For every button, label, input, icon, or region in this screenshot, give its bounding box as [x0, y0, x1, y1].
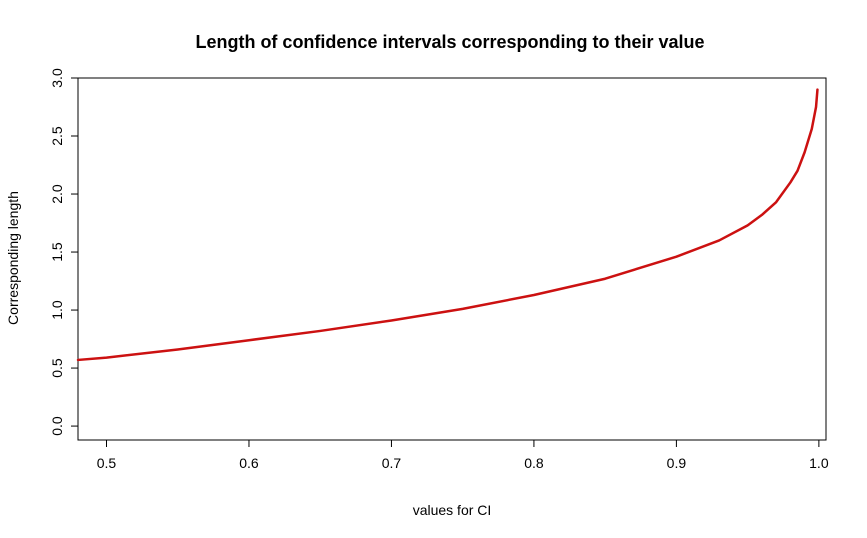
chart-title: Length of confidence intervals correspon…	[195, 32, 704, 52]
x-tick-label: 0.9	[667, 455, 687, 471]
x-axis: 0.5 0.6 0.7 0.8 0.9 1.0	[97, 439, 829, 471]
y-tick-label: 2.5	[49, 126, 65, 146]
y-tick-label: 0.5	[49, 358, 65, 378]
series-line	[76, 88, 819, 362]
plot-frame	[77, 77, 827, 441]
y-axis-label: Corresponding length	[5, 191, 21, 325]
x-tick-label: 1.0	[809, 455, 829, 471]
y-tick-label: 3.0	[49, 68, 65, 88]
x-tick-label: 0.7	[382, 455, 402, 471]
x-tick-label: 0.8	[524, 455, 544, 471]
x-axis-label: values for CI	[413, 502, 492, 518]
x-tick-label: 0.6	[239, 455, 259, 471]
y-axis: 0.0 0.5 1.0 1.5 2.0 2.5 3.0	[49, 68, 79, 436]
x-tick-label: 0.5	[97, 455, 117, 471]
y-tick-label: 0.0	[49, 416, 65, 436]
y-tick-label: 2.0	[49, 184, 65, 204]
y-tick-label: 1.5	[49, 242, 65, 262]
y-tick-label: 1.0	[49, 300, 65, 320]
series-layer	[76, 88, 819, 362]
